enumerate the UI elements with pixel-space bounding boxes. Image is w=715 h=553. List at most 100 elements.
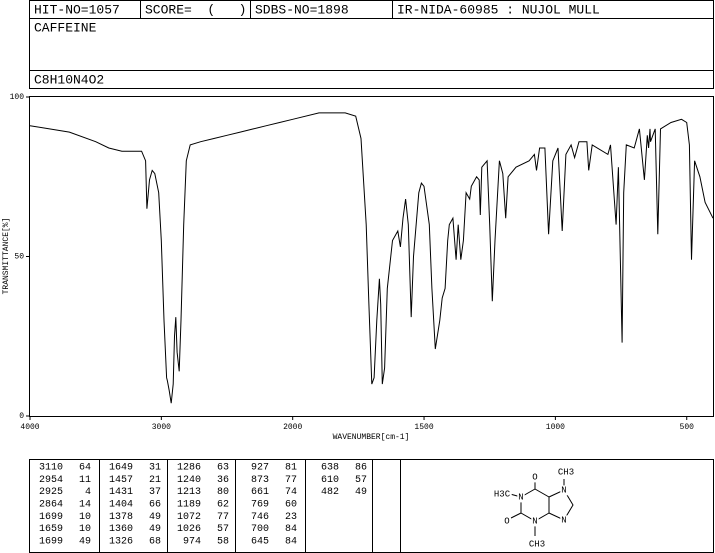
label-bg — [556, 467, 576, 478]
atom: H3C — [494, 489, 511, 499]
peak-transmittance: 49 — [79, 536, 91, 547]
formula-box — [29, 70, 714, 89]
peak-wavenumber: 1404 — [109, 500, 133, 511]
peak-transmittance: 4 — [85, 487, 91, 498]
peak-transmittance: 58 — [217, 536, 229, 547]
label-bg — [560, 515, 568, 526]
y-axis-label: TRANSMITTANCE[%] — [2, 218, 11, 295]
label-bg — [503, 516, 511, 527]
y-tick-label: 50 — [14, 253, 24, 262]
peak-wavenumber: 873 — [251, 475, 269, 486]
atom: O — [532, 472, 537, 482]
compound: CAFFEINE — [34, 20, 97, 35]
peak-transmittance: 84 — [285, 536, 297, 547]
peak-transmittance: 10 — [79, 524, 91, 535]
formula: C8H10N4O2 — [34, 72, 104, 87]
peak-transmittance: 49 — [149, 512, 161, 523]
peak-wavenumber: 3110 — [39, 463, 63, 474]
peak-wavenumber: 1659 — [39, 524, 63, 535]
peak-transmittance: 60 — [285, 500, 297, 511]
peak-transmittance: 68 — [149, 536, 161, 547]
peak-wavenumber: 1286 — [177, 463, 201, 474]
peak-transmittance: 74 — [285, 487, 297, 498]
peak-wavenumber: 1026 — [177, 524, 201, 535]
peak-transmittance: 77 — [217, 512, 229, 523]
bond — [510, 512, 522, 519]
atom: N — [561, 515, 566, 525]
x-tick-label: 1500 — [414, 423, 433, 432]
peak-wavenumber: 1699 — [39, 536, 63, 547]
peak-transmittance: 62 — [217, 500, 229, 511]
peak-wavenumber: 610 — [321, 475, 339, 486]
score: SCORE= ( ) — [145, 2, 246, 17]
peak-wavenumber: 769 — [251, 500, 269, 511]
name-box — [29, 18, 714, 71]
peak-transmittance: 57 — [217, 524, 229, 535]
peak-transmittance: 23 — [285, 512, 297, 523]
peak-wavenumber: 661 — [251, 487, 269, 498]
x-tick-label: 1000 — [546, 423, 565, 432]
peak-transmittance: 80 — [217, 487, 229, 498]
label-bg — [517, 492, 525, 503]
peak-transmittance: 66 — [149, 500, 161, 511]
peak-wavenumber: 1326 — [109, 536, 133, 547]
hit-no: HIT-NO=1057 — [34, 2, 120, 17]
peak-wavenumber: 2954 — [39, 475, 63, 486]
peak-wavenumber: 1213 — [177, 487, 201, 498]
peak-wavenumber: 1699 — [39, 512, 63, 523]
sdbs-no: SDBS-NO=1898 — [255, 2, 349, 17]
x-tick-label: 2000 — [283, 423, 302, 432]
peak-wavenumber: 1649 — [109, 463, 133, 474]
peak-transmittance: 84 — [285, 524, 297, 535]
method: IR-NIDA-60985 : NUJOL MULL — [397, 2, 600, 17]
peak-wavenumber: 1360 — [109, 524, 133, 535]
peak-transmittance: 11 — [79, 475, 91, 486]
peak-transmittance: 36 — [217, 475, 229, 486]
header-box — [29, 0, 714, 19]
label-bg — [527, 539, 547, 550]
atom: CH3 — [529, 539, 545, 549]
peak-wavenumber: 1072 — [177, 512, 201, 523]
peak-wavenumber: 2864 — [39, 500, 63, 511]
peak-wavenumber: 1378 — [109, 512, 133, 523]
peak-wavenumber: 746 — [251, 512, 269, 523]
label-bg — [492, 489, 512, 500]
atom: N — [561, 485, 566, 495]
label-bg — [560, 485, 568, 496]
peak-wavenumber: 2925 — [39, 487, 63, 498]
peak-transmittance: 49 — [355, 487, 367, 498]
peak-wavenumber: 1457 — [109, 475, 133, 486]
peak-wavenumber: 700 — [251, 524, 269, 535]
x-tick-label: 500 — [680, 423, 695, 432]
atom: N — [518, 492, 523, 502]
y-tick-label: 100 — [10, 93, 25, 102]
structure: O N CH3 H3C N O N CH3 N — [492, 467, 576, 550]
peak-wavenumber: 927 — [251, 463, 269, 474]
peak-wavenumber: 1431 — [109, 487, 133, 498]
peak-transmittance: 63 — [217, 463, 229, 474]
ring — [548, 489, 574, 521]
x-tick-label: 3000 — [152, 423, 171, 432]
atom: CH3 — [558, 467, 574, 477]
label-bg — [531, 472, 539, 483]
peak-transmittance: 21 — [149, 475, 161, 486]
x-tick-label: 4000 — [20, 423, 39, 432]
peak-wavenumber: 482 — [321, 487, 339, 498]
peak-transmittance: 49 — [149, 524, 161, 535]
atom: O — [504, 516, 509, 526]
y-tick-label: 0 — [19, 412, 24, 421]
x-axis-label: WAVENUMBER[cm-1] — [333, 433, 410, 442]
peak-wavenumber: 974 — [183, 536, 201, 547]
peak-wavenumber: 645 — [251, 536, 269, 547]
peak-transmittance: 31 — [149, 463, 161, 474]
peak-wavenumber: 1189 — [177, 500, 201, 511]
peak-transmittance: 81 — [285, 463, 297, 474]
peak-transmittance: 77 — [285, 475, 297, 486]
peak-transmittance: 37 — [149, 487, 161, 498]
label-bg — [531, 516, 539, 527]
peak-transmittance: 86 — [355, 463, 367, 474]
spectrum-line — [29, 112, 714, 404]
peak-wavenumber: 1240 — [177, 475, 201, 486]
peak-transmittance: 57 — [355, 475, 367, 486]
